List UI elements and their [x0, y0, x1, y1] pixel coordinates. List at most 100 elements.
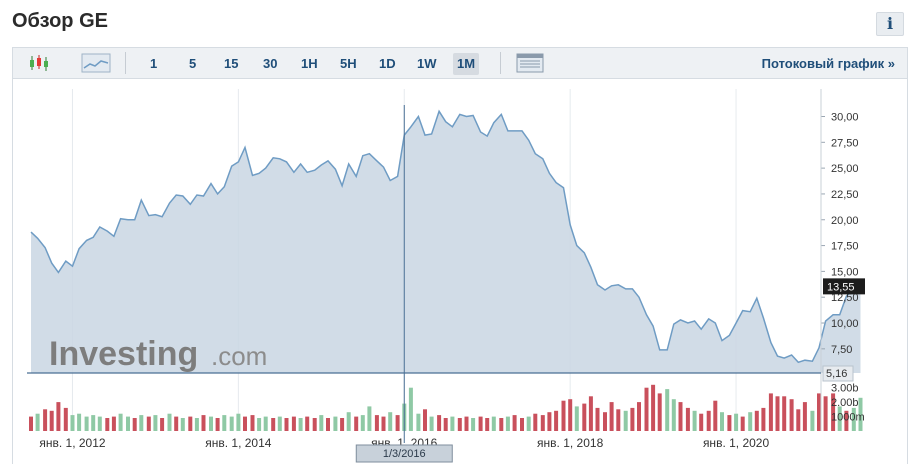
date-tick-label: янв. 1, 2020 — [703, 436, 770, 450]
area-chart-icon[interactable] — [81, 52, 111, 74]
volume-bar — [284, 418, 289, 431]
volume-bar — [105, 418, 110, 431]
volume-bar — [782, 396, 787, 431]
chart-area[interactable]: Investing .com 30,00 27,50 25,00 22,50 20,00… — [12, 79, 908, 464]
volume-bar — [616, 409, 621, 431]
crosshair-price-badge: 5,16 — [822, 365, 854, 382]
volume-bar — [568, 399, 573, 431]
volume-bar — [63, 407, 68, 431]
volume-bar — [243, 416, 247, 431]
volume-bar — [305, 416, 310, 431]
price-tick-label: 15,00 — [831, 266, 859, 278]
volume-bar — [49, 410, 54, 431]
volume-bar — [250, 415, 255, 431]
price-area-fill — [31, 111, 861, 374]
price-tick-label: 12,50 — [831, 292, 859, 304]
volume-bar — [139, 415, 144, 431]
volume-bar — [209, 416, 213, 431]
volume-bar — [748, 412, 753, 431]
last-price-label: 13,55 — [827, 281, 855, 293]
volume-bar — [491, 416, 496, 431]
volume-bar — [713, 400, 718, 431]
timeframe-1d[interactable]: 1D — [379, 56, 396, 71]
volume-bar — [360, 415, 365, 431]
volume-bar — [91, 415, 96, 431]
volume-bar — [160, 418, 165, 431]
volume-bar — [810, 410, 815, 431]
volume-tick-label: 3.00b — [831, 383, 859, 395]
volume-bar — [236, 413, 241, 431]
price-tick-label: 10,00 — [831, 318, 859, 330]
volume-bar — [727, 415, 732, 431]
volume-bar — [374, 415, 379, 431]
volume-bar — [734, 413, 739, 431]
timeframe-1m[interactable]: 1M — [453, 53, 480, 75]
page-title: Обзор GE — [12, 10, 108, 32]
volume-bar — [637, 402, 641, 431]
volume-tick-label: 2.00b — [831, 397, 859, 409]
volume-bar — [367, 406, 372, 431]
crosshair-price-label: 5,16 — [826, 368, 847, 380]
last-price-badge: 13,55 — [823, 278, 865, 295]
price-tick-label: 27,50 — [831, 137, 859, 149]
volume-bar — [858, 397, 863, 431]
volume-bar — [582, 403, 587, 431]
volume-bar — [547, 412, 552, 431]
streaming-chart-link[interactable]: Потоковый график » — [761, 56, 895, 71]
volume-bar — [657, 393, 662, 431]
volume-bar — [215, 418, 220, 431]
volume-bar — [229, 416, 234, 431]
info-button[interactable]: i — [876, 12, 904, 36]
price-tick-label: 30,00 — [831, 111, 859, 123]
watermark-brand: Investing — [49, 335, 198, 373]
volume-bar — [167, 413, 172, 431]
volume-bar — [740, 416, 745, 431]
volume-bar — [443, 418, 448, 431]
volume-bar — [416, 413, 421, 431]
volume-bar — [485, 418, 490, 431]
date-tick-label: янв. 1, 2014 — [205, 436, 272, 450]
timeframe-30[interactable]: 30 — [263, 56, 278, 71]
volume-bar — [603, 412, 607, 431]
candlestick-chart-icon[interactable] — [27, 52, 53, 74]
price-chart[interactable]: Investing .com 30,00 27,50 25,00 22,50 20,00… — [13, 79, 909, 464]
volume-bar — [505, 416, 510, 431]
volume-bar — [77, 413, 82, 431]
volume-bar — [789, 399, 794, 431]
volume-bar — [111, 416, 116, 431]
volume-bar — [43, 409, 48, 431]
timeframe-1h[interactable]: 1H — [301, 56, 318, 71]
volume-bar — [796, 409, 801, 431]
timeframe-1[interactable]: 1 — [150, 56, 158, 71]
volume-bar — [381, 416, 386, 431]
volume-bar — [644, 387, 649, 431]
timeframe-1w[interactable]: 1W — [417, 56, 437, 71]
watermark-suffix: .com — [211, 341, 267, 371]
volume-bar — [499, 418, 504, 431]
volume-bar — [554, 410, 559, 431]
volume-bar — [395, 415, 400, 431]
volume-bar — [126, 416, 130, 431]
volume-bar — [817, 393, 821, 431]
volume-bar — [692, 410, 697, 431]
volume-bar — [408, 387, 413, 431]
volume-bar — [844, 410, 849, 431]
volume-bar — [423, 409, 427, 431]
volume-bar — [153, 415, 158, 431]
price-line — [30, 109, 861, 364]
volume-bar — [437, 415, 442, 431]
volume-bar — [340, 418, 345, 431]
volume-bar — [831, 393, 836, 431]
volume-bar — [561, 400, 566, 431]
volume-bar — [761, 407, 766, 431]
volume-bar — [84, 416, 89, 431]
volume-bar — [174, 416, 179, 431]
volume-bar — [70, 415, 75, 431]
timeframe-15[interactable]: 15 — [224, 56, 239, 71]
volume-bar — [457, 418, 462, 431]
volume-bar — [802, 402, 807, 431]
timeframe-5h[interactable]: 5H — [340, 56, 357, 71]
calendar-table-icon[interactable] — [515, 52, 545, 74]
timeframe-5[interactable]: 5 — [189, 56, 197, 71]
price-tick-label: 25,00 — [831, 163, 859, 175]
